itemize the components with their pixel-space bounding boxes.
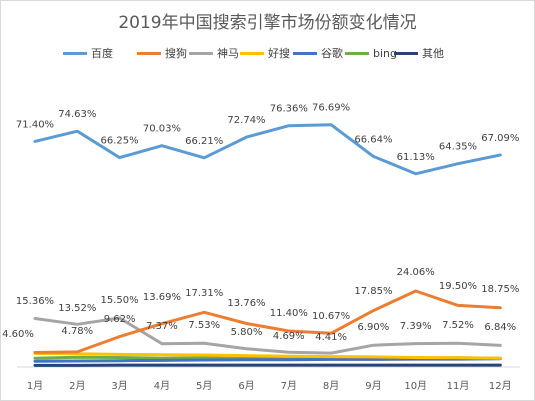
series-line — [33, 357, 502, 363]
data-label: 66.64% — [354, 134, 392, 145]
legend-swatch — [394, 51, 418, 55]
data-label: 17.85% — [354, 286, 392, 297]
data-label: 72.74% — [227, 115, 265, 126]
data-label: 11.40% — [270, 308, 308, 319]
data-label: 67.09% — [481, 133, 519, 144]
x-tick-label: 7月 — [281, 380, 297, 392]
series-line — [33, 289, 502, 354]
x-tick-label: 12月 — [489, 380, 512, 392]
legend-item: 其他 — [394, 45, 444, 61]
data-label: 17.31% — [185, 288, 223, 299]
x-tick-label: 9月 — [365, 380, 381, 392]
data-label: 6.90% — [358, 322, 390, 333]
legend-label: 搜狗 — [165, 47, 187, 60]
legend-swatch — [137, 51, 161, 55]
legend-swatch — [293, 51, 317, 55]
data-label: 4.60% — [2, 329, 34, 340]
data-label: 66.25% — [101, 136, 139, 147]
data-label: 13.76% — [227, 298, 265, 309]
legend-item: 谷歌 — [293, 45, 343, 61]
legend-label: 谷歌 — [321, 47, 343, 60]
series-line — [33, 123, 502, 176]
legend-label: bing — [373, 46, 397, 60]
data-label: 64.35% — [439, 142, 477, 153]
data-label: 4.69% — [273, 331, 305, 342]
legend-item: 神马 — [189, 45, 239, 61]
legend-item: 搜狗 — [137, 45, 187, 61]
data-label: 7.52% — [442, 320, 474, 331]
data-label: 7.53% — [188, 320, 220, 331]
data-label: 10.67% — [312, 311, 350, 322]
chart-legend: 百度 搜狗 神马 好搜 谷歌 bing 其他 — [0, 45, 535, 61]
data-label: 13.69% — [143, 292, 181, 303]
x-tick-label: 2月 — [69, 380, 85, 392]
x-tick-label: 6月 — [238, 380, 254, 392]
data-label: 15.36% — [16, 296, 54, 307]
data-label: 24.06% — [397, 267, 435, 278]
data-label: 13.52% — [58, 303, 96, 314]
legend-item: 百度 — [63, 45, 113, 61]
data-label: 74.63% — [58, 109, 96, 120]
legend-item: 好搜 — [240, 45, 290, 61]
data-label: 7.37% — [146, 321, 178, 332]
data-label: 15.50% — [101, 295, 139, 306]
legend-swatch — [189, 51, 213, 55]
x-tick-label: 1月 — [27, 380, 43, 392]
legend-swatch — [63, 51, 87, 55]
legend-label: 神马 — [217, 47, 239, 60]
data-label: 4.78% — [61, 326, 93, 337]
x-tick-label: 10月 — [404, 380, 427, 392]
data-label: 76.69% — [312, 103, 350, 114]
legend-label: 百度 — [91, 47, 113, 60]
x-tick-label: 5月 — [196, 380, 212, 392]
x-tick-label: 8月 — [323, 380, 339, 392]
data-label: 5.80% — [231, 327, 263, 338]
data-label: 71.40% — [16, 119, 54, 130]
data-label: 70.03% — [143, 124, 181, 135]
series-line — [33, 351, 502, 360]
x-tick-label: 4月 — [154, 380, 170, 392]
data-label: 19.50% — [439, 281, 477, 292]
legend-item: bing — [345, 45, 397, 61]
data-label: 9.62% — [104, 314, 136, 325]
legend-swatch — [345, 51, 369, 55]
x-tick-label: 11月 — [447, 380, 470, 392]
data-label: 7.39% — [400, 321, 432, 332]
data-label: 4.41% — [315, 332, 347, 343]
data-label: 61.13% — [397, 152, 435, 163]
legend-label: 好搜 — [268, 47, 290, 60]
chart-title: 2019年中国搜索引擎市场份额变化情况 — [118, 13, 417, 33]
data-label: 76.36% — [270, 104, 308, 115]
data-label: 66.21% — [185, 136, 223, 147]
data-label: 18.75% — [481, 284, 519, 295]
data-label: 6.84% — [484, 322, 516, 333]
x-tick-label: 3月 — [111, 380, 127, 392]
legend-swatch — [240, 51, 264, 55]
series-line — [33, 316, 502, 355]
legend-label: 其他 — [422, 47, 444, 60]
